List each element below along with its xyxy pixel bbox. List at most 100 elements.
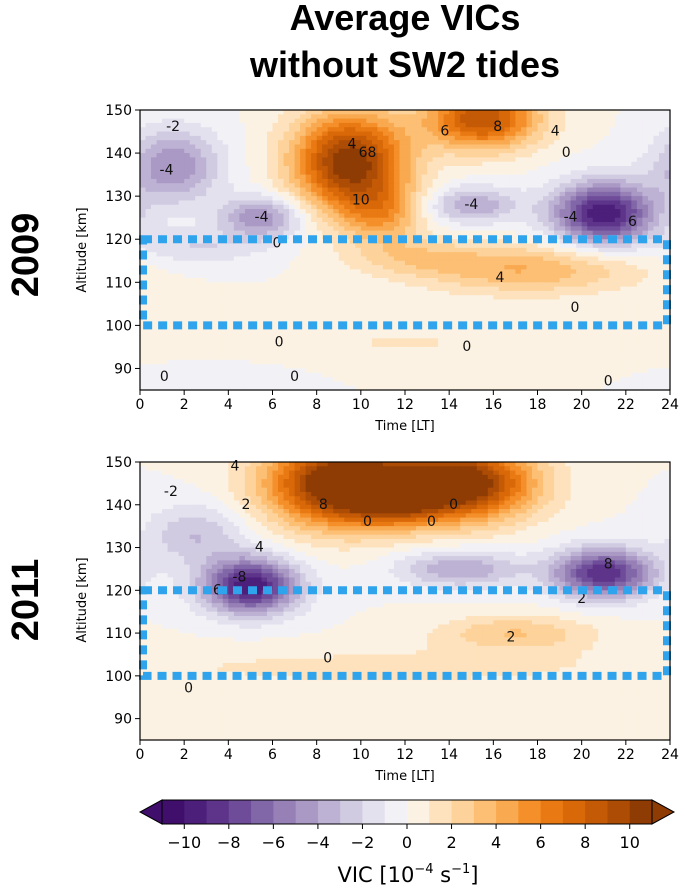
heatmap-cell: [664, 252, 671, 258]
heatmap-cell: [438, 178, 445, 184]
heatmap-cell: [399, 131, 406, 137]
heatmap-cell: [366, 209, 373, 214]
heatmap-cell: [531, 256, 539, 262]
heatmap-cell: [156, 213, 163, 219]
heatmap-cell: [266, 161, 274, 167]
heatmap-cell: [410, 204, 417, 210]
heatmap-cell: [167, 256, 174, 262]
heatmap-cell: [509, 299, 517, 305]
heatmap-cell: [211, 260, 218, 266]
heatmap-cell: [581, 213, 588, 219]
heatmap-cell: [360, 312, 367, 318]
heatmap-cell: [300, 243, 307, 249]
heatmap-cell: [531, 157, 539, 163]
heatmap-cell: [283, 178, 290, 184]
heatmap-cell: [338, 183, 345, 189]
heatmap-cell: [664, 127, 671, 133]
heatmap-cell: [559, 273, 566, 279]
heatmap-cell: [195, 282, 202, 288]
heatmap-cell: [217, 329, 224, 335]
heatmap-cell: [520, 170, 528, 176]
heatmap-cell: [388, 118, 395, 124]
heatmap-cell: [239, 282, 246, 288]
heatmap-cell: [449, 174, 456, 180]
heatmap-cell: [498, 200, 505, 206]
heatmap-cell: [272, 325, 279, 331]
heatmap-cell: [294, 243, 301, 249]
heatmap-cell: [184, 290, 191, 296]
heatmap-cell: [454, 110, 461, 115]
heatmap-cell: [631, 144, 638, 150]
heatmap-cell: [471, 174, 478, 180]
heatmap-cell: [410, 282, 417, 288]
heatmap-cell: [636, 256, 643, 262]
heatmap-cell: [405, 204, 412, 210]
heatmap-cell: [647, 286, 655, 292]
heatmap-cell: [537, 166, 544, 171]
heatmap-cell: [366, 127, 373, 133]
heatmap-cell: [162, 260, 169, 266]
heatmap-cell: [636, 157, 643, 163]
heatmap-cell: [432, 230, 439, 236]
heatmap-cell: [344, 196, 351, 202]
heatmap-cell: [278, 110, 285, 115]
heatmap-cell: [598, 114, 605, 120]
heatmap-cell: [405, 135, 412, 141]
heatmap-cell: [228, 170, 235, 176]
heatmap-cell: [239, 308, 246, 314]
heatmap-cell: [438, 135, 445, 141]
heatmap-cell: [498, 256, 505, 262]
heatmap-cell: [294, 122, 301, 128]
heatmap-cell: [244, 295, 252, 301]
heatmap-cell: [327, 170, 334, 176]
heatmap-cell: [184, 187, 191, 193]
heatmap-cell: [664, 265, 671, 270]
heatmap-cell: [482, 153, 489, 158]
heatmap-cell: [222, 213, 229, 219]
heatmap-cell: [476, 260, 483, 266]
heatmap-cell: [366, 153, 373, 158]
heatmap-cell: [239, 243, 246, 249]
heatmap-cell: [322, 222, 329, 227]
heatmap-cell: [609, 118, 616, 124]
heatmap-cell: [371, 157, 378, 163]
heatmap-cell: [211, 226, 218, 232]
heatmap-cell: [581, 183, 588, 189]
heatmap-cell: [311, 122, 318, 128]
heatmap-cell: [554, 282, 561, 288]
heatmap-cell: [449, 260, 456, 266]
heatmap-cell: [520, 243, 528, 249]
heatmap-cell: [405, 239, 412, 245]
heatmap-cell: [206, 148, 213, 154]
heatmap-cell: [576, 282, 583, 288]
heatmap-cell: [482, 230, 489, 236]
heatmap-cell: [393, 213, 401, 219]
heatmap-cell: [173, 243, 180, 249]
heatmap-cell: [300, 217, 307, 223]
heatmap-cell: [189, 183, 196, 189]
heatmap-cell: [603, 303, 610, 309]
heatmap-cell: [531, 230, 539, 236]
heatmap-cell: [393, 114, 401, 120]
heatmap-cell: [377, 191, 384, 197]
heatmap-cell: [145, 144, 152, 150]
heatmap-cell: [625, 209, 632, 214]
heatmap-cell: [377, 226, 384, 232]
heatmap-cell: [289, 329, 296, 335]
heatmap-cell: [537, 131, 544, 137]
heatmap-cell: [543, 222, 550, 227]
heatmap-cell: [576, 183, 583, 189]
heatmap-cell: [653, 312, 660, 318]
heatmap-cell: [228, 200, 235, 206]
heatmap-cell: [487, 135, 494, 141]
heatmap-cell: [344, 329, 351, 335]
heatmap-cell: [598, 256, 605, 262]
heatmap-cell: [206, 273, 213, 279]
heatmap-cell: [377, 303, 384, 309]
heatmap-cell: [366, 196, 373, 202]
heatmap-cell: [543, 239, 550, 245]
heatmap-cell: [520, 252, 528, 258]
heatmap-cell: [465, 209, 472, 214]
heatmap-cell: [576, 114, 583, 120]
heatmap-cell: [349, 286, 356, 292]
